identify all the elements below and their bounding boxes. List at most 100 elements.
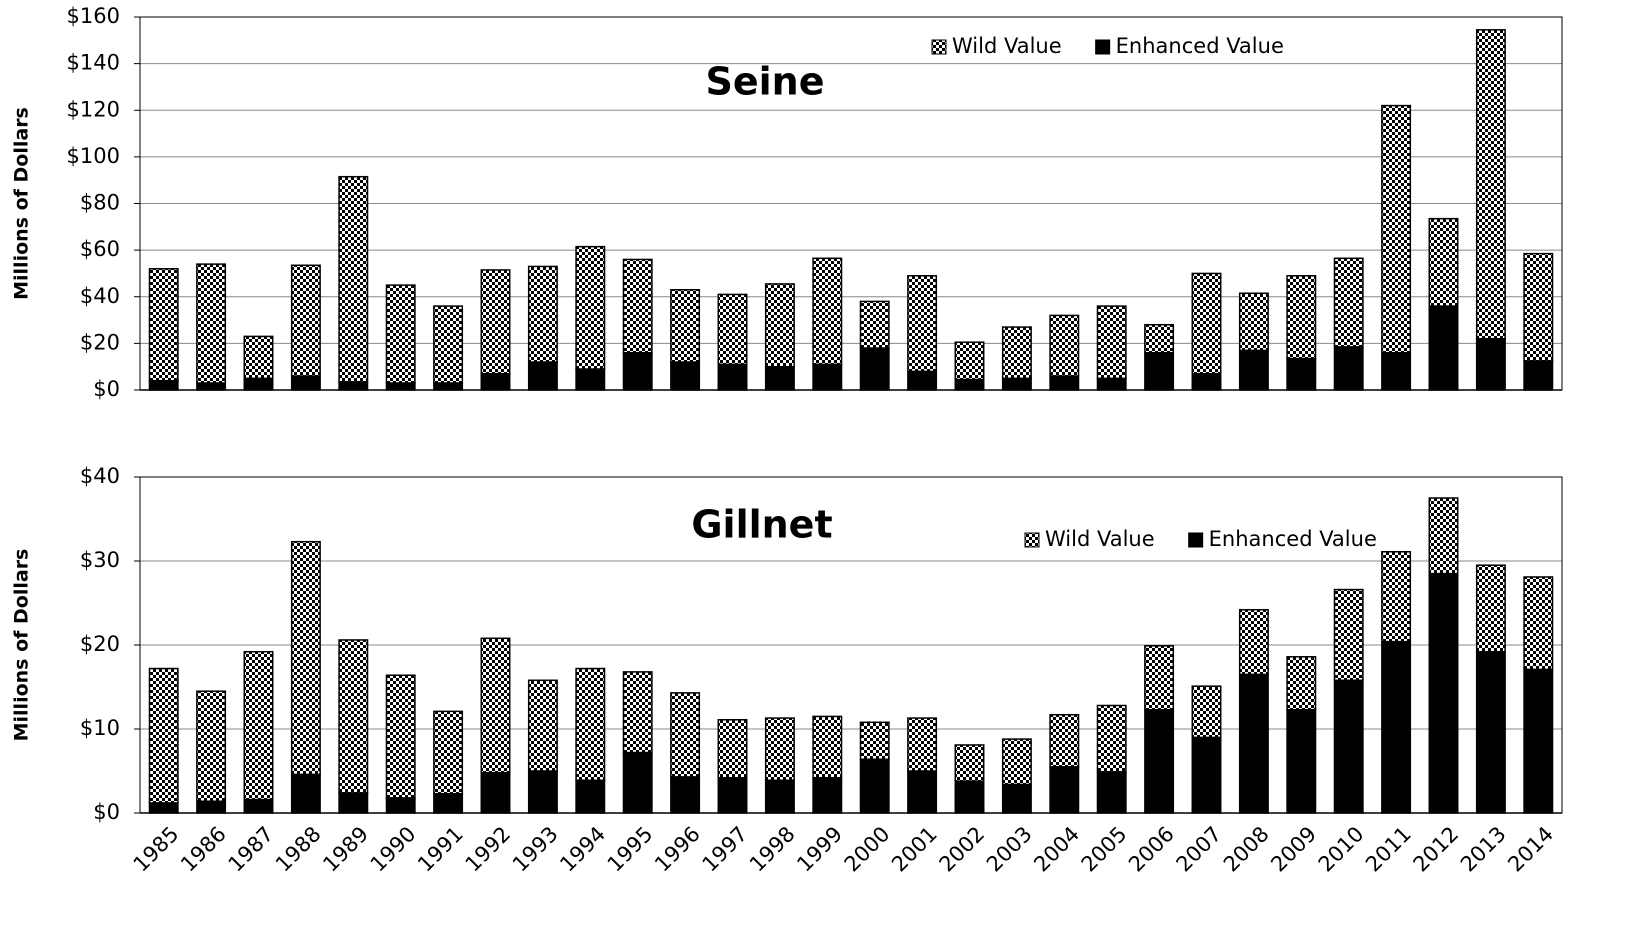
- bar-segment: [1001, 738, 1032, 786]
- bar-segment: [1523, 668, 1554, 814]
- bar-segment: [480, 637, 511, 774]
- bar-segment: [575, 779, 606, 814]
- x-tick-label: 1987: [224, 822, 279, 877]
- bar-segment: [1144, 645, 1175, 711]
- bar-segment: [1381, 104, 1412, 354]
- bar-segment: [670, 289, 701, 363]
- bar-segment: [764, 365, 795, 391]
- y-tick-label: $100: [67, 144, 120, 168]
- bar-segment: [290, 773, 321, 814]
- bar-segment: [717, 363, 748, 391]
- bar-segment: [1428, 217, 1459, 307]
- bar-segment: [196, 800, 227, 814]
- bar-segment: [1001, 326, 1032, 380]
- bar-segment: [338, 175, 369, 383]
- bar-segment: [575, 368, 606, 391]
- bar-segment: [717, 719, 748, 779]
- x-tick-label: 1991: [413, 822, 468, 877]
- bar-segment: [1475, 29, 1506, 340]
- x-tick-label: 1993: [508, 822, 563, 877]
- bar-segment: [196, 690, 227, 802]
- bar-segment: [670, 361, 701, 391]
- bar-segment: [1238, 292, 1269, 352]
- y-axis-label: Millions of Dollars: [11, 549, 33, 742]
- bar-segment: [907, 717, 938, 772]
- y-tick-label: $0: [93, 800, 120, 824]
- bar-segment: [1333, 257, 1364, 348]
- bar-segment: [622, 258, 653, 354]
- bar-segment: [1144, 323, 1175, 354]
- bar-segment: [764, 779, 795, 814]
- legend-label: Wild Value: [1045, 527, 1155, 551]
- bar-segment: [1475, 337, 1506, 391]
- bar-segment: [527, 679, 558, 772]
- bar-segment: [622, 351, 653, 391]
- bar-segment: [1238, 349, 1269, 391]
- bar-segment: [812, 257, 843, 366]
- x-tick-label: 1992: [461, 822, 516, 877]
- y-tick-label: $20: [80, 632, 120, 656]
- bar-segment: [575, 245, 606, 370]
- bar-segment: [954, 378, 985, 391]
- bar-segment: [1096, 771, 1127, 814]
- y-axis-label: Millions of Dollars: [11, 107, 33, 300]
- bar-segment: [1001, 783, 1032, 814]
- bar-segment: [196, 382, 227, 391]
- y-tick-label: $160: [67, 4, 120, 28]
- legend-swatch: [1188, 532, 1204, 548]
- bar-segment: [433, 382, 464, 391]
- y-tick-label: $60: [80, 237, 120, 261]
- x-tick-label: 1989: [318, 822, 373, 877]
- bar-segment: [243, 335, 274, 380]
- bar-segment: [1286, 275, 1317, 360]
- bar-segment: [243, 798, 274, 814]
- bar-segment: [575, 667, 606, 781]
- x-tick-label: 1995: [603, 822, 658, 877]
- bar-segment: [812, 363, 843, 391]
- x-tick-label: 1988: [271, 822, 326, 877]
- bar-segment: [1096, 704, 1127, 773]
- bar-segment: [527, 770, 558, 814]
- bar-segment: [859, 758, 890, 814]
- bar-segment: [148, 802, 179, 814]
- bar-segment: [433, 792, 464, 814]
- bar-segment: [1238, 608, 1269, 676]
- bar-segment: [148, 268, 179, 382]
- x-tick-label: 1998: [745, 822, 800, 877]
- bar-segment: [1428, 305, 1459, 391]
- bar-segment: [1286, 708, 1317, 814]
- x-tick-label: 2004: [1029, 822, 1084, 877]
- bar-segment: [1428, 572, 1459, 814]
- bar-segment: [1049, 314, 1080, 377]
- x-tick-label: 2011: [1361, 822, 1416, 877]
- bar-segment: [717, 293, 748, 366]
- bar-segment: [1286, 656, 1317, 711]
- bar-segment: [1333, 346, 1364, 391]
- bar-segment: [1191, 372, 1222, 391]
- bar-segment: [1096, 377, 1127, 391]
- bar-segment: [1001, 377, 1032, 391]
- bar-segment: [338, 792, 369, 814]
- chart-title: Seine: [706, 60, 825, 104]
- y-tick-label: $80: [80, 191, 120, 215]
- y-tick-label: $30: [80, 548, 120, 572]
- y-tick-label: $40: [80, 284, 120, 308]
- bar-segment: [290, 540, 321, 776]
- bar-segment: [1191, 685, 1222, 739]
- bar-segment: [907, 370, 938, 391]
- bar-segment: [527, 361, 558, 391]
- legend-swatch: [1095, 39, 1111, 55]
- x-tick-label: 2006: [1124, 822, 1179, 877]
- bar-segment: [1144, 351, 1175, 391]
- bar-segment: [859, 721, 890, 760]
- y-tick-label: $120: [67, 97, 120, 121]
- bar-segment: [433, 305, 464, 384]
- bar-segment: [1049, 766, 1080, 814]
- bar-segment: [1286, 357, 1317, 391]
- x-tick-label: 2014: [1503, 822, 1558, 877]
- x-tick-label: 2002: [935, 822, 990, 877]
- bar-segment: [480, 269, 511, 375]
- bar-segment: [812, 776, 843, 814]
- x-tick-label: 2010: [1314, 822, 1369, 877]
